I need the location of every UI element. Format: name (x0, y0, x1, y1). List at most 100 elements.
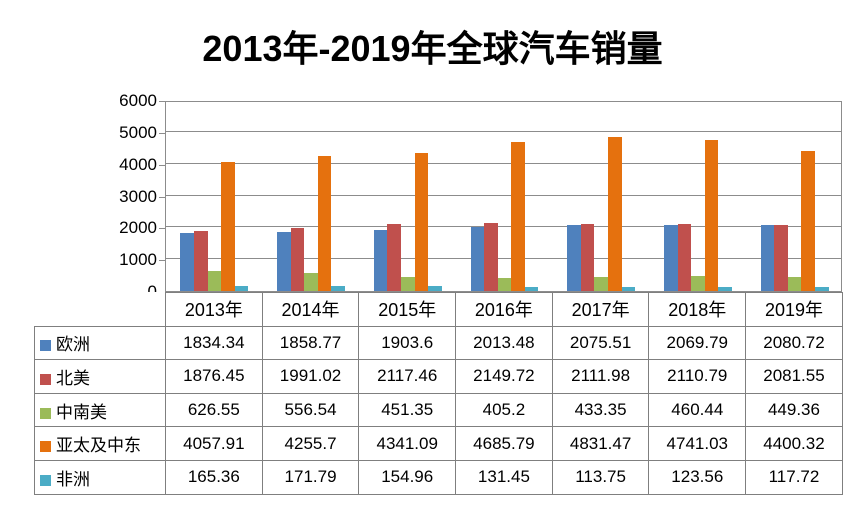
value-cell: 626.55 (165, 392, 263, 428)
value-cell: 131.45 (455, 459, 553, 495)
bar-group (359, 100, 456, 291)
bar-series-3 (511, 141, 525, 291)
bar-group (166, 100, 263, 291)
bar-series-2 (497, 278, 512, 291)
year-header: 2014年 (261, 292, 360, 327)
bar-series-4 (524, 286, 539, 291)
bar-series-2 (787, 276, 802, 291)
legend-key-icon (40, 474, 51, 486)
value-cell: 4831.47 (551, 426, 650, 461)
bar-series-3 (607, 137, 622, 291)
value-cell: 2117.46 (358, 359, 457, 394)
bar-series-0 (180, 232, 194, 291)
gridline (166, 162, 841, 164)
y-axis-tick (159, 101, 165, 102)
value-cell: 451.35 (358, 392, 457, 428)
plot-area (165, 101, 842, 292)
bar-series-3 (704, 140, 719, 291)
legend-key-icon (40, 373, 51, 385)
bar-series-4 (234, 285, 249, 291)
value-cell: 1991.02 (261, 359, 360, 394)
year-header: 2013年 (165, 292, 263, 327)
gridline (166, 258, 841, 260)
gridline (166, 130, 841, 132)
bar-series-4 (331, 285, 346, 291)
value-cell: 113.75 (551, 459, 650, 495)
value-cell: 1876.45 (165, 359, 263, 394)
year-header: 2017年 (551, 292, 650, 327)
value-cell: 433.35 (551, 392, 650, 428)
year-header: 2016年 (455, 292, 553, 327)
value-cell: 405.2 (455, 392, 553, 428)
value-cell: 4685.79 (455, 426, 553, 461)
series-name: 亚太及中东 (56, 436, 141, 456)
bar-series-0 (760, 224, 775, 291)
y-axis-label: 5000 (119, 122, 157, 142)
value-cell: 460.44 (648, 392, 747, 428)
bar-series-4 (428, 286, 442, 291)
bar-series-0 (663, 225, 678, 291)
y-axis-label: 1000 (119, 250, 157, 270)
table-row: 非洲 165.36 171.79 154.96 131.45 113.75 123.56 11… (34, 459, 843, 495)
y-axis-label: 2000 (119, 218, 157, 238)
bar-series-2 (691, 276, 705, 291)
chart-title: 2013年-2019年全球汽车销量 (202, 28, 663, 69)
table-row: 中南美 626.55 556.54 451.35 405.2 433.35 460.44 44… (34, 392, 843, 428)
series-name: 中南美 (56, 402, 107, 422)
bar-series-1 (774, 224, 788, 291)
value-cell: 2149.72 (455, 359, 553, 394)
bar-series-1 (580, 223, 595, 291)
bar-series-3 (414, 152, 429, 291)
value-cell: 4057.91 (165, 426, 263, 461)
series-label-cell: 中南美 (34, 392, 166, 428)
value-cell: 165.36 (165, 459, 263, 495)
y-axis-label: 4000 (119, 154, 157, 174)
table-row: 欧洲 1834.34 1858.77 1903.6 2013.48 2075.51 2069… (34, 325, 843, 361)
y-axis-tick (159, 196, 165, 198)
value-cell: 2075.51 (551, 325, 650, 361)
y-axis-tick (159, 132, 165, 134)
value-cell: 4741.03 (648, 426, 747, 461)
y-axis-tick (159, 164, 165, 166)
gridline (166, 194, 841, 196)
bar-series-0 (470, 226, 485, 291)
table-row: 亚太及中东 4057.91 4255.7 4341.09 4685.79 4831.47 4… (34, 426, 843, 461)
value-cell: 556.54 (261, 392, 360, 428)
value-cell: 2080.72 (745, 325, 843, 361)
bar-series-2 (304, 273, 318, 291)
table-corner-blank (35, 293, 166, 327)
legend-key-icon (40, 340, 51, 352)
y-axis-label: 6000 (119, 91, 157, 110)
bar-series-3 (221, 161, 235, 291)
bar-series-0 (373, 230, 388, 291)
bar-group (746, 100, 843, 291)
series-name: 欧洲 (56, 335, 90, 355)
y-axis-tick (159, 228, 165, 230)
bar-series-4 (621, 287, 636, 291)
bar-group (650, 100, 747, 291)
bar-series-0 (277, 231, 291, 291)
bar-series-3 (317, 155, 332, 291)
value-cell: 123.56 (648, 459, 747, 495)
year-header: 2015年 (358, 292, 457, 327)
series-name: 北美 (56, 368, 90, 388)
bar-series-1 (290, 227, 305, 291)
series-label-cell: 亚太及中东 (34, 426, 166, 461)
y-axis-label: 0 (0, 282, 157, 302)
series-label-cell: 非洲 (34, 459, 166, 495)
bar-series-3 (801, 150, 816, 291)
bar-series-4 (815, 287, 829, 291)
y-axis-tick (159, 260, 165, 262)
table-header-row: 2013年 2014年 2015年 2016年 2017年 2018年 2019年 (35, 292, 843, 327)
year-header: 2018年 (648, 292, 747, 327)
value-cell: 1834.34 (165, 325, 263, 361)
value-cell: 2111.98 (551, 359, 650, 394)
value-cell: 4400.32 (745, 426, 843, 461)
bar-series-2 (594, 277, 608, 291)
table-row: 北美 1876.45 1991.02 2117.46 2149.72 2111.98 211… (34, 359, 843, 394)
y-axis-label: 3000 (119, 186, 157, 206)
value-cell: 1858.77 (261, 325, 360, 361)
value-cell: 4341.09 (358, 426, 457, 461)
legend-key-icon (40, 441, 51, 453)
series-name: 非洲 (56, 469, 90, 489)
